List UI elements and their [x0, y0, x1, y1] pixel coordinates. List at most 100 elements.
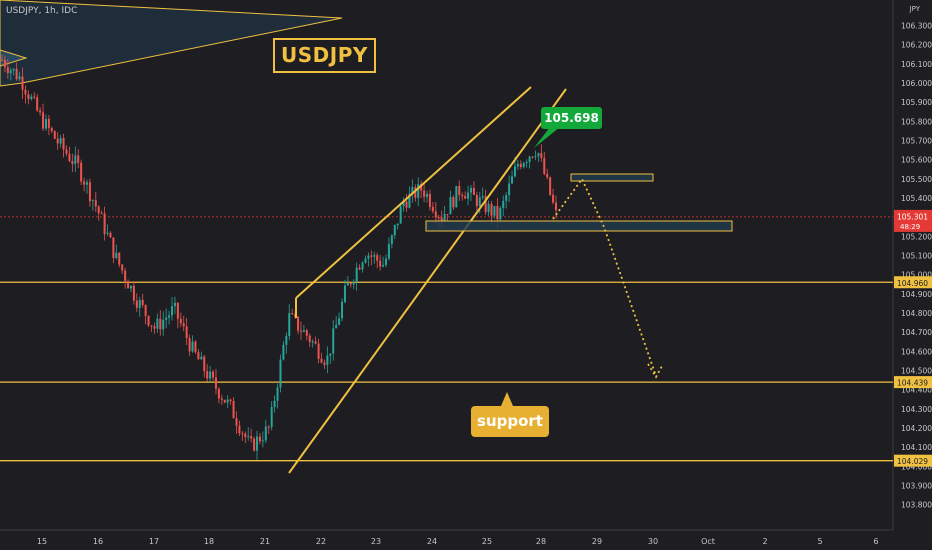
candle-body	[414, 187, 417, 198]
candle	[384, 254, 387, 268]
peak-price-callout: 105.698	[541, 107, 602, 129]
candle-body	[528, 156, 531, 163]
candle-body	[496, 205, 499, 220]
candle-body	[288, 313, 291, 336]
projected-path-arrowhead	[647, 363, 663, 379]
symbol-header: USDJPY, 1h, IDC	[6, 6, 78, 16]
candle	[475, 191, 478, 212]
candle-body	[71, 160, 74, 164]
candle	[481, 187, 484, 200]
candle	[36, 93, 39, 112]
x-tick-label: 25	[482, 537, 492, 546]
peak-callout-pointer	[534, 127, 560, 148]
candle-body	[420, 184, 423, 191]
candle-body	[185, 326, 188, 339]
candle	[59, 134, 62, 148]
candle	[502, 195, 505, 216]
candle	[341, 298, 344, 322]
y-tick-label: 104.300	[901, 405, 932, 414]
candle-body	[94, 200, 97, 207]
candle	[176, 302, 179, 329]
y-tick-label: 106.200	[901, 41, 932, 50]
candle	[467, 185, 470, 206]
y-tick-label: 105.400	[901, 194, 932, 203]
candle	[206, 364, 209, 382]
current-price-tag	[894, 209, 932, 232]
candle	[320, 352, 323, 364]
y-tick-label: 104.000	[901, 462, 932, 471]
candle-body	[18, 76, 21, 80]
candle	[484, 189, 487, 216]
candle-body	[299, 330, 302, 332]
candle-body	[399, 206, 402, 224]
candle	[455, 185, 458, 208]
candle	[44, 114, 47, 131]
y-tick-label: 105.200	[901, 232, 932, 241]
candle	[288, 304, 291, 341]
candle-body	[370, 255, 373, 257]
candle-body	[150, 325, 153, 327]
x-tick-label: 2	[762, 537, 767, 546]
candle-body	[522, 163, 525, 168]
x-tick-label: 23	[371, 537, 381, 546]
candle-body	[156, 318, 159, 329]
candle-body	[396, 223, 399, 226]
candle-body	[555, 202, 557, 211]
candle-body	[511, 176, 514, 184]
candle	[531, 156, 534, 159]
candle-body	[338, 318, 341, 325]
candle	[141, 293, 144, 308]
candle-body	[36, 97, 39, 111]
candle	[109, 231, 112, 238]
candle-body	[546, 173, 549, 178]
y-tick-label: 104.500	[901, 366, 932, 375]
candle	[3, 55, 6, 73]
candle-body	[217, 388, 220, 399]
x-tick-label: 17	[149, 537, 159, 546]
candle	[414, 184, 417, 202]
projected-path	[552, 177, 657, 377]
candle	[229, 398, 232, 405]
candle	[88, 178, 91, 207]
candle	[367, 252, 370, 267]
candle	[162, 311, 165, 336]
level-price-tag	[894, 276, 932, 289]
candle-body	[525, 162, 528, 164]
time-axis: 15 16 17 18 21 22 23 24 25 28 29 30 Oct 2 5 6	[0, 529, 893, 546]
candle	[191, 335, 194, 353]
candle-body	[220, 398, 223, 400]
x-tick-label: 6	[873, 537, 878, 546]
candle-body	[9, 70, 12, 74]
candle-body	[39, 110, 42, 113]
candle	[387, 237, 390, 261]
candle-body	[103, 213, 106, 234]
candle-body	[214, 377, 217, 389]
candle-body	[173, 302, 176, 307]
y-tick-label: 105.900	[901, 98, 932, 107]
candle	[182, 315, 185, 332]
candle-body	[458, 185, 461, 195]
candle-body	[490, 203, 493, 216]
candle-body	[467, 192, 470, 199]
candle-body	[88, 182, 91, 202]
candle-body	[244, 433, 247, 438]
candle	[103, 206, 106, 241]
candle-body	[343, 285, 346, 302]
candle	[226, 395, 229, 408]
candle	[493, 205, 496, 219]
candle	[115, 244, 118, 260]
candle-body	[423, 190, 426, 197]
candle	[159, 310, 162, 336]
x-tick-label: 22	[316, 537, 326, 546]
candle	[232, 397, 235, 419]
wedge-upper-line	[295, 86, 532, 299]
candle-body	[241, 433, 244, 435]
candle-body	[552, 194, 555, 203]
candle-body	[147, 315, 150, 326]
candle-body	[21, 76, 24, 90]
candle-body	[537, 153, 540, 157]
candle-body	[314, 341, 317, 344]
candle-body	[77, 155, 80, 163]
candle	[505, 192, 508, 209]
